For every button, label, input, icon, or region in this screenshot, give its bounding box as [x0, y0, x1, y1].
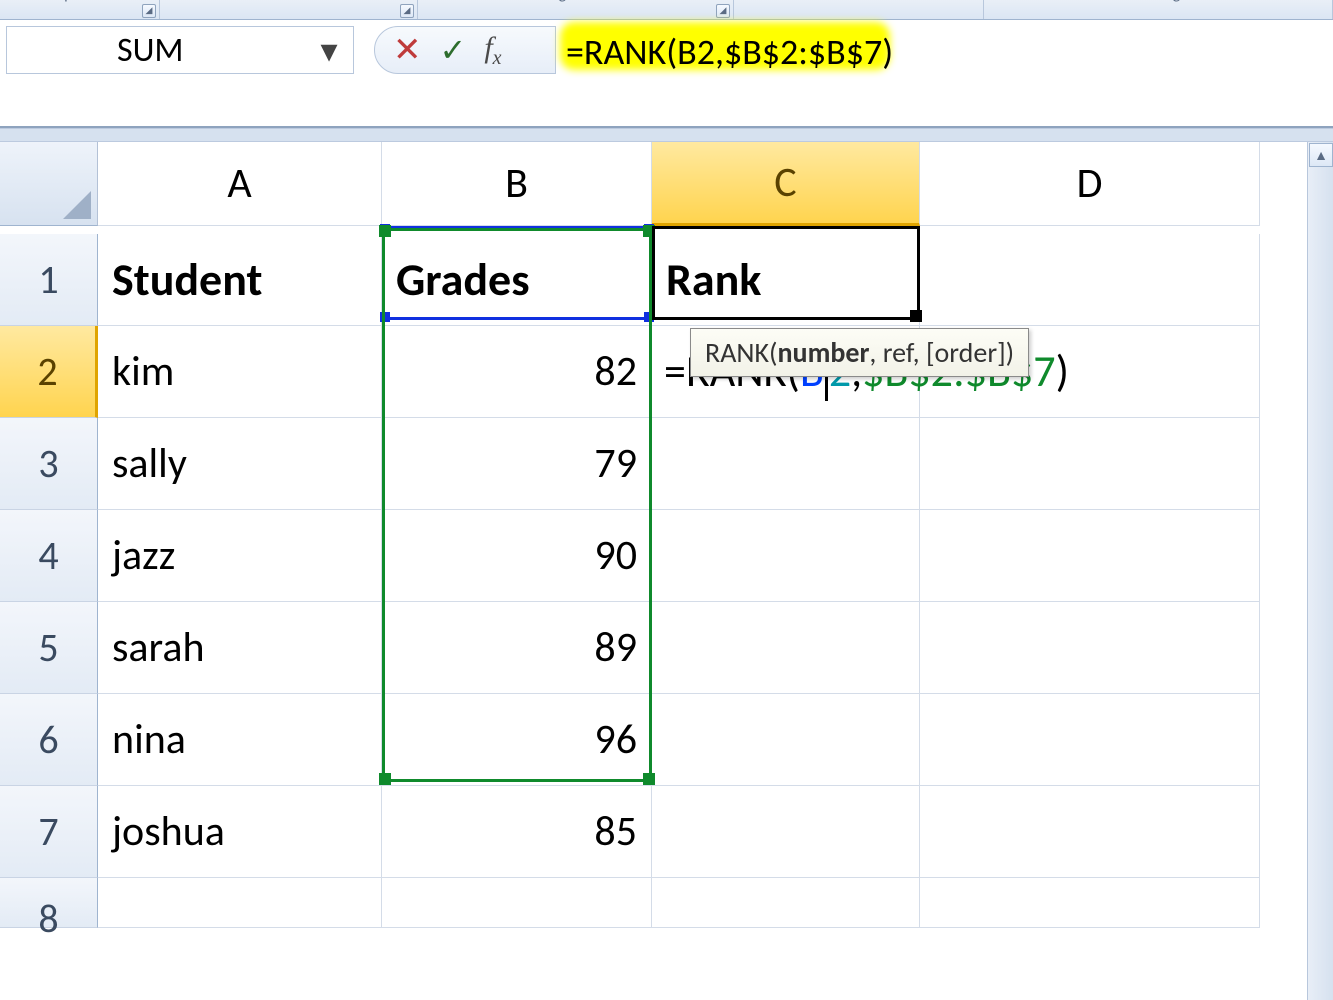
formula-input[interactable]: =RANK(B2,$B$2:$B$7) — [556, 20, 1333, 126]
column-header-C[interactable]: C — [652, 142, 920, 226]
ribbon-group-clipboard: Clipboard — [48, 0, 111, 4]
cell-D5[interactable] — [920, 602, 1260, 694]
cancel-formula-icon[interactable]: ✕ — [393, 30, 422, 71]
cell-B8[interactable] — [382, 878, 652, 928]
ribbon-group-font: Font — [274, 0, 303, 4]
insert-function-icon[interactable]: fx — [484, 31, 501, 70]
cell-A4[interactable]: jazz — [98, 510, 382, 602]
dialog-launcher-icon[interactable]: ◢ — [716, 4, 730, 18]
spreadsheet-grid[interactable]: A B C D 1 Student Grades Rank 2 kim 82 =… — [0, 142, 1333, 970]
cell-B3[interactable]: 79 — [382, 418, 652, 510]
vertical-scrollbar[interactable]: ▲ — [1307, 142, 1333, 1000]
cell-B2[interactable]: 82 — [382, 326, 652, 418]
row-header-2[interactable]: 2 — [0, 326, 98, 418]
ribbon-group-editing: Editing — [1136, 0, 1181, 4]
cell-D6[interactable] — [920, 694, 1260, 786]
formula-bar: SUM ▾ ✕ ✓ fx =RANK(B2,$B$2:$B$7) — [0, 20, 1333, 128]
cell-C7[interactable] — [652, 786, 920, 878]
function-tooltip: RANK(number, ref, [order]) — [690, 328, 1029, 377]
cell-D3[interactable] — [920, 418, 1260, 510]
cell-D4[interactable] — [920, 510, 1260, 602]
dialog-launcher-icon[interactable]: ◢ — [400, 4, 414, 18]
column-header-B[interactable]: B — [382, 142, 652, 226]
cell-B4[interactable]: 90 — [382, 510, 652, 602]
ribbon-group-alignment: Alignment — [542, 0, 609, 4]
cell-D7[interactable] — [920, 786, 1260, 878]
column-header-D[interactable]: D — [920, 142, 1260, 226]
cell-A1[interactable]: Student — [98, 234, 382, 326]
row-header-8[interactable]: 8 — [0, 878, 98, 928]
cell-A8[interactable] — [98, 878, 382, 928]
name-box-value: SUM — [117, 30, 184, 71]
cell-B6[interactable]: 96 — [382, 694, 652, 786]
chevron-down-icon[interactable]: ▾ — [309, 31, 349, 71]
row-header-3[interactable]: 3 — [0, 418, 98, 510]
cell-A3[interactable]: sally — [98, 418, 382, 510]
cell-C5[interactable] — [652, 602, 920, 694]
cell-A7[interactable]: joshua — [98, 786, 382, 878]
ribbon-groups-strip: Clipboard ◢ Font ◢ Alignment ◢ Editing — [0, 0, 1333, 20]
cell-C1[interactable]: Rank — [652, 234, 920, 326]
formula-bar-controls: ✕ ✓ fx — [374, 26, 556, 74]
cell-D8[interactable] — [920, 878, 1260, 928]
cell-B1[interactable]: Grades — [382, 234, 652, 326]
row-header-5[interactable]: 5 — [0, 602, 98, 694]
select-all-corner[interactable] — [0, 142, 98, 226]
scroll-up-icon[interactable]: ▲ — [1309, 143, 1333, 167]
row-header-7[interactable]: 7 — [0, 786, 98, 878]
row-header-4[interactable]: 4 — [0, 510, 98, 602]
cell-B7[interactable]: 85 — [382, 786, 652, 878]
formula-text: =RANK(B2,$B$2:$B$7) — [566, 26, 1333, 74]
sheet-divider — [0, 128, 1333, 142]
cell-A2[interactable]: kim — [98, 326, 382, 418]
dialog-launcher-icon[interactable]: ◢ — [142, 4, 156, 18]
cell-A5[interactable]: sarah — [98, 602, 382, 694]
cell-C8[interactable] — [652, 878, 920, 928]
cell-A6[interactable]: nina — [98, 694, 382, 786]
column-header-A[interactable]: A — [98, 142, 382, 226]
cell-C3[interactable] — [652, 418, 920, 510]
row-header-6[interactable]: 6 — [0, 694, 98, 786]
row-header-1[interactable]: 1 — [0, 234, 98, 326]
cell-C4[interactable] — [652, 510, 920, 602]
cell-C6[interactable] — [652, 694, 920, 786]
name-box[interactable]: SUM ▾ — [6, 26, 354, 74]
cell-B5[interactable]: 89 — [382, 602, 652, 694]
accept-formula-icon[interactable]: ✓ — [440, 31, 467, 70]
cell-D1[interactable] — [920, 234, 1260, 326]
